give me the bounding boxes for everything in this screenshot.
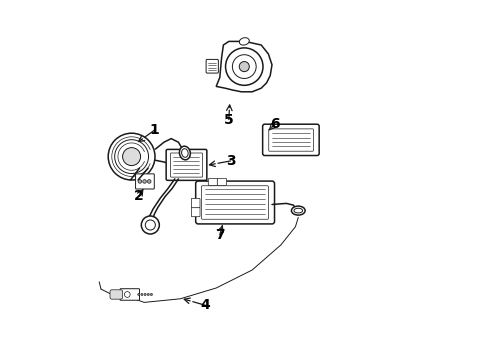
FancyBboxPatch shape [263, 124, 319, 156]
FancyBboxPatch shape [217, 179, 227, 185]
Circle shape [239, 62, 249, 72]
Text: 6: 6 [270, 117, 279, 131]
Ellipse shape [294, 208, 303, 213]
FancyBboxPatch shape [192, 198, 200, 208]
Ellipse shape [182, 149, 188, 157]
Circle shape [122, 148, 141, 166]
Circle shape [141, 293, 143, 296]
Text: 7: 7 [215, 228, 224, 242]
Ellipse shape [239, 38, 249, 45]
FancyBboxPatch shape [196, 181, 274, 224]
Circle shape [150, 293, 152, 296]
Text: 5: 5 [224, 113, 234, 126]
Circle shape [225, 48, 263, 85]
FancyBboxPatch shape [192, 207, 200, 217]
Polygon shape [216, 41, 272, 92]
Text: 1: 1 [149, 123, 159, 137]
Circle shape [143, 180, 147, 183]
FancyBboxPatch shape [120, 289, 140, 300]
Circle shape [124, 292, 130, 297]
FancyBboxPatch shape [136, 174, 154, 189]
FancyBboxPatch shape [208, 179, 218, 185]
Ellipse shape [179, 146, 190, 160]
Text: 3: 3 [226, 154, 235, 168]
FancyBboxPatch shape [206, 59, 219, 73]
FancyBboxPatch shape [171, 153, 202, 177]
Polygon shape [155, 139, 184, 165]
Circle shape [138, 180, 142, 183]
Circle shape [145, 220, 155, 230]
Ellipse shape [292, 206, 305, 215]
FancyBboxPatch shape [110, 290, 122, 299]
Circle shape [147, 293, 149, 296]
Text: 2: 2 [134, 189, 144, 203]
Circle shape [108, 133, 155, 180]
Circle shape [147, 180, 151, 183]
Text: 4: 4 [200, 298, 210, 312]
FancyBboxPatch shape [166, 149, 207, 180]
Circle shape [115, 140, 148, 174]
FancyBboxPatch shape [201, 186, 269, 219]
Circle shape [141, 216, 159, 234]
Circle shape [138, 293, 140, 296]
Circle shape [144, 293, 146, 296]
Circle shape [232, 55, 256, 78]
FancyBboxPatch shape [269, 129, 314, 151]
